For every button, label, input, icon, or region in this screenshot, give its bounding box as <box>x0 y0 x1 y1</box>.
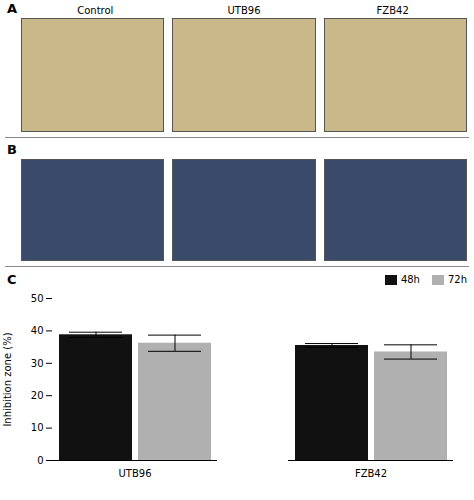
svg-text:20: 20 <box>31 390 44 401</box>
svg-text:40: 40 <box>31 325 44 336</box>
svg-text:FZB42: FZB42 <box>355 468 387 479</box>
html-text:FZB42: FZB42 <box>376 5 409 16</box>
html-text:48h: 48h <box>400 273 420 285</box>
svg-text:Inhibition zone (%): Inhibition zone (%) <box>2 332 13 426</box>
svg-text:UTB96: UTB96 <box>118 468 151 479</box>
html-text:UTB96: UTB96 <box>227 5 261 16</box>
html-text:C: C <box>7 271 17 287</box>
svg-text:30: 30 <box>31 358 44 369</box>
html-text:A: A <box>7 1 18 16</box>
svg-text:0: 0 <box>37 455 43 466</box>
html-text:Control: Control <box>77 5 114 16</box>
svg-text:50: 50 <box>31 293 44 304</box>
svg-text:10: 10 <box>31 422 44 433</box>
html-text:72h: 72h <box>447 273 467 285</box>
html-text:B: B <box>7 142 17 157</box>
